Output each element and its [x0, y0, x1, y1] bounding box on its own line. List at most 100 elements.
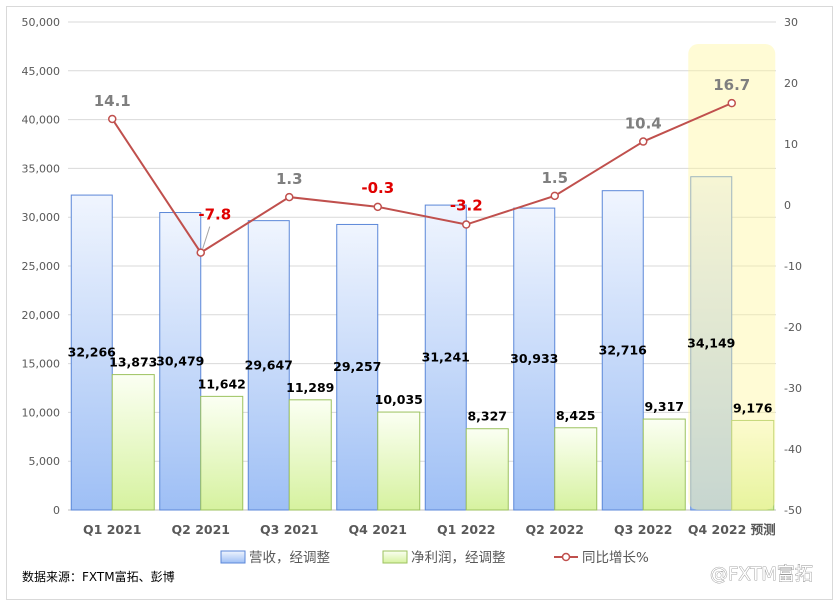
- legend-label-growth: 同比增长%: [582, 550, 649, 566]
- y2-tick-label: -10: [784, 260, 802, 273]
- growth-label: 14.1: [94, 92, 131, 110]
- growth-line: [111, 102, 733, 254]
- revenue-label: 31,241: [422, 350, 470, 365]
- y-tick-label: 35,000: [22, 162, 61, 175]
- watermark-group: @FXTM富拓: [691, 564, 813, 585]
- x-tick-label: Q1 2022: [437, 522, 495, 537]
- y2-tick-label: 10: [784, 138, 798, 151]
- revenue-label: 30,933: [510, 351, 558, 366]
- growth-label: 10.4: [625, 115, 662, 133]
- data-labels: 32,266 30,479 29,647 29,257 31,241 30,933 32,7…: [68, 76, 773, 424]
- legend-swatch-revenue: [220, 550, 246, 564]
- legend: 营收，经调整 净利润，经调整 同比增长%: [220, 550, 649, 566]
- profit-bar: [731, 419, 775, 511]
- growth-point: [462, 220, 471, 229]
- y-tick-label: 10,000: [22, 406, 61, 419]
- x-tick-label: Q2 2022: [526, 522, 584, 537]
- y2-tick-label: 0: [784, 199, 791, 212]
- profit-label: 10,035: [375, 392, 423, 407]
- y2-tick-label: 20: [784, 77, 798, 90]
- revenue-label: 29,647: [245, 357, 293, 372]
- revenue-bar: [247, 220, 290, 511]
- x-tick-label: Q3 2022: [614, 522, 672, 537]
- legend-label-revenue: 营收，经调整: [249, 550, 330, 566]
- revenue-bar: [601, 190, 644, 511]
- profit-bar: [200, 395, 244, 511]
- forecast-highlight: [688, 44, 776, 510]
- revenue-bar: [424, 204, 467, 511]
- growth-point: [285, 192, 294, 202]
- growth-label: 1.5: [541, 169, 568, 187]
- revenue-label: 34,149: [687, 335, 735, 350]
- profit-bar: [288, 399, 332, 511]
- profit-label: 9,317: [644, 399, 684, 414]
- revenue-bar: [70, 194, 113, 511]
- watermark: @FXTM富拓: [710, 564, 813, 585]
- growth-point: [550, 191, 559, 201]
- revenue-label: 32,716: [599, 342, 648, 357]
- y-tick-label: 5,000: [29, 455, 61, 468]
- profit-bar: [554, 427, 598, 511]
- revenue-label: 30,479: [156, 353, 204, 368]
- profit-bar: [642, 418, 686, 511]
- x-tick-label: Q4 2021: [349, 522, 407, 537]
- category-axis: Q1 2021 Q2 2021 Q3 2021 Q4 2021 Q1 2022 Q2 20…: [83, 522, 776, 537]
- y2-tick-label: -40: [784, 443, 802, 456]
- growth-label: -3.2: [450, 197, 483, 215]
- y-tick-label: 30,000: [22, 211, 61, 224]
- growth-point: [108, 114, 117, 124]
- legend-swatch-profit: [382, 550, 408, 564]
- growth-label: -0.3: [361, 179, 394, 197]
- y2-tick-label: -50: [784, 504, 802, 517]
- legend-item-revenue: 营收，经调整: [220, 550, 330, 566]
- revenue-label: 29,257: [333, 359, 381, 374]
- growth-point: [196, 248, 205, 257]
- right-axis: -50 -40 -30 -20 -10 0 10 20 30: [784, 16, 802, 517]
- watermark-logo-icon: [691, 565, 705, 581]
- profit-label: 11,289: [286, 380, 334, 395]
- revenue-label: 32,266: [68, 345, 117, 360]
- y-tick-label: 15,000: [22, 358, 61, 371]
- legend-item-growth: 同比增长%: [554, 550, 649, 566]
- legend-label-profit: 净利润，经调整: [411, 550, 506, 566]
- profit-label: 8,327: [467, 409, 507, 424]
- growth-point: [727, 98, 736, 108]
- y-tick-label: 45,000: [22, 65, 61, 78]
- profit-label: 13,873: [109, 355, 157, 370]
- legend-item-profit: 净利润，经调整: [382, 550, 506, 566]
- profit-label: 9,176: [733, 400, 773, 415]
- y2-tick-label: 30: [784, 16, 798, 29]
- y-tick-label: 0: [53, 504, 60, 517]
- revenue-bar: [336, 223, 379, 511]
- y-tick-label: 25,000: [22, 260, 61, 273]
- y2-tick-label: -20: [784, 321, 802, 334]
- profit-label: 11,642: [198, 376, 246, 391]
- profit-bar: [377, 411, 421, 511]
- growth-point: [373, 202, 382, 212]
- revenue-bar: [513, 207, 556, 511]
- x-tick-label: Q2 2021: [172, 522, 230, 537]
- revenue-bar: [690, 176, 733, 511]
- data-source: 数据来源：FXTM富拓、彭博: [22, 569, 175, 584]
- profit-label: 8,425: [556, 408, 596, 423]
- y-tick-label: 40,000: [22, 114, 61, 127]
- left-axis: 0 5,000 10,000 15,000 20,000 25,000 30,000 35,0…: [22, 16, 61, 517]
- x-tick-label: Q4 2022 预测: [688, 522, 776, 537]
- profit-bar: [465, 428, 509, 511]
- revenue-bar: [159, 212, 202, 511]
- bars: [70, 176, 775, 511]
- profit-bar: [111, 374, 155, 511]
- growth-point: [639, 137, 648, 146]
- growth-label: 16.7: [713, 76, 750, 94]
- growth-label-leader: [202, 226, 211, 249]
- x-tick-label: Q3 2021: [260, 522, 318, 537]
- growth-series: [108, 98, 736, 257]
- legend-swatch-growth-marker: [561, 552, 571, 562]
- y-tick-label: 50,000: [22, 16, 61, 29]
- growth-label: -7.8: [198, 206, 231, 224]
- growth-label: 1.3: [276, 170, 303, 188]
- y-tick-label: 20,000: [22, 309, 61, 322]
- forecast-highlight-box: [688, 44, 776, 510]
- x-tick-label: Q1 2021: [83, 522, 141, 537]
